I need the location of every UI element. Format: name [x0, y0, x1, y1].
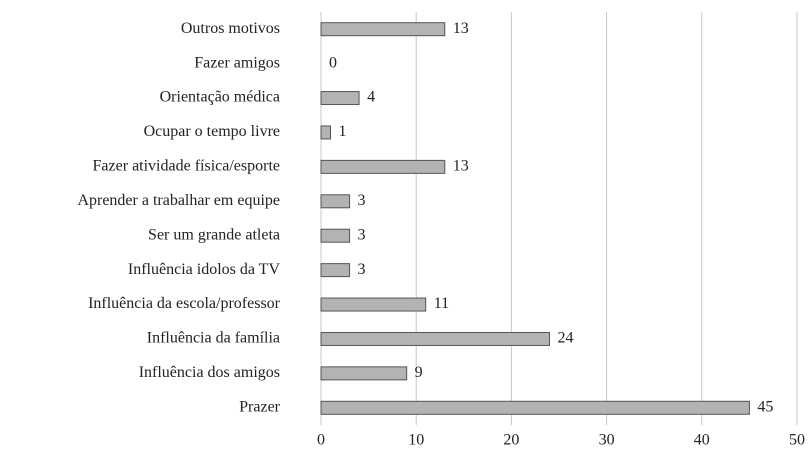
y-tick-label: Prazer — [239, 398, 281, 415]
bar — [320, 22, 446, 37]
y-tick-label: Fazer amigos — [194, 54, 280, 71]
value-label: 9 — [415, 364, 423, 381]
value-label: 4 — [367, 89, 375, 106]
value-label: 0 — [329, 54, 337, 71]
x-tick-label: 10 — [408, 432, 424, 449]
bar — [320, 331, 550, 346]
value-label: 13 — [453, 20, 469, 37]
x-tick-label: 0 — [317, 432, 325, 449]
value-label: 1 — [339, 123, 347, 140]
y-tick-label: Influência idolos da TV — [128, 261, 281, 278]
x-tick-label: 50 — [789, 432, 805, 449]
value-label: 45 — [757, 398, 773, 415]
x-tick-label: 40 — [694, 432, 710, 449]
bar — [320, 366, 408, 381]
y-tick-label: Ser um grande atleta — [148, 226, 280, 243]
value-label: 24 — [557, 330, 573, 347]
x-tick-label: 20 — [503, 432, 519, 449]
y-tick-label: Ocupar o tempo livre — [144, 123, 280, 140]
value-label: 11 — [434, 295, 449, 312]
bar — [320, 91, 360, 106]
value-label: 3 — [358, 226, 366, 243]
value-label: 3 — [358, 261, 366, 278]
y-tick-label: Fazer atividade física/esporte — [93, 158, 280, 175]
bar — [320, 159, 446, 174]
bar — [320, 125, 332, 140]
y-tick-label: Influência dos amigos — [139, 364, 280, 381]
bar — [320, 400, 750, 415]
y-tick-label: Outros motivos — [181, 20, 280, 37]
value-label: 13 — [453, 158, 469, 175]
bar — [320, 228, 351, 243]
bar — [320, 263, 351, 278]
y-tick-label: Influência da escola/professor — [88, 295, 281, 312]
y-tick-label: Orientação médica — [160, 89, 280, 106]
x-tick-label: 30 — [599, 432, 615, 449]
bar — [320, 194, 351, 209]
y-tick-label: Aprender a trabalhar em equipe — [77, 192, 280, 209]
value-label: 3 — [358, 192, 366, 209]
y-tick-label: Influência da família — [147, 330, 280, 347]
bar — [320, 297, 427, 312]
